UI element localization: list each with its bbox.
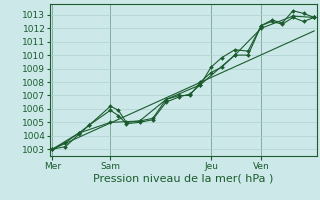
X-axis label: Pression niveau de la mer( hPa ): Pression niveau de la mer( hPa ) (93, 173, 273, 183)
